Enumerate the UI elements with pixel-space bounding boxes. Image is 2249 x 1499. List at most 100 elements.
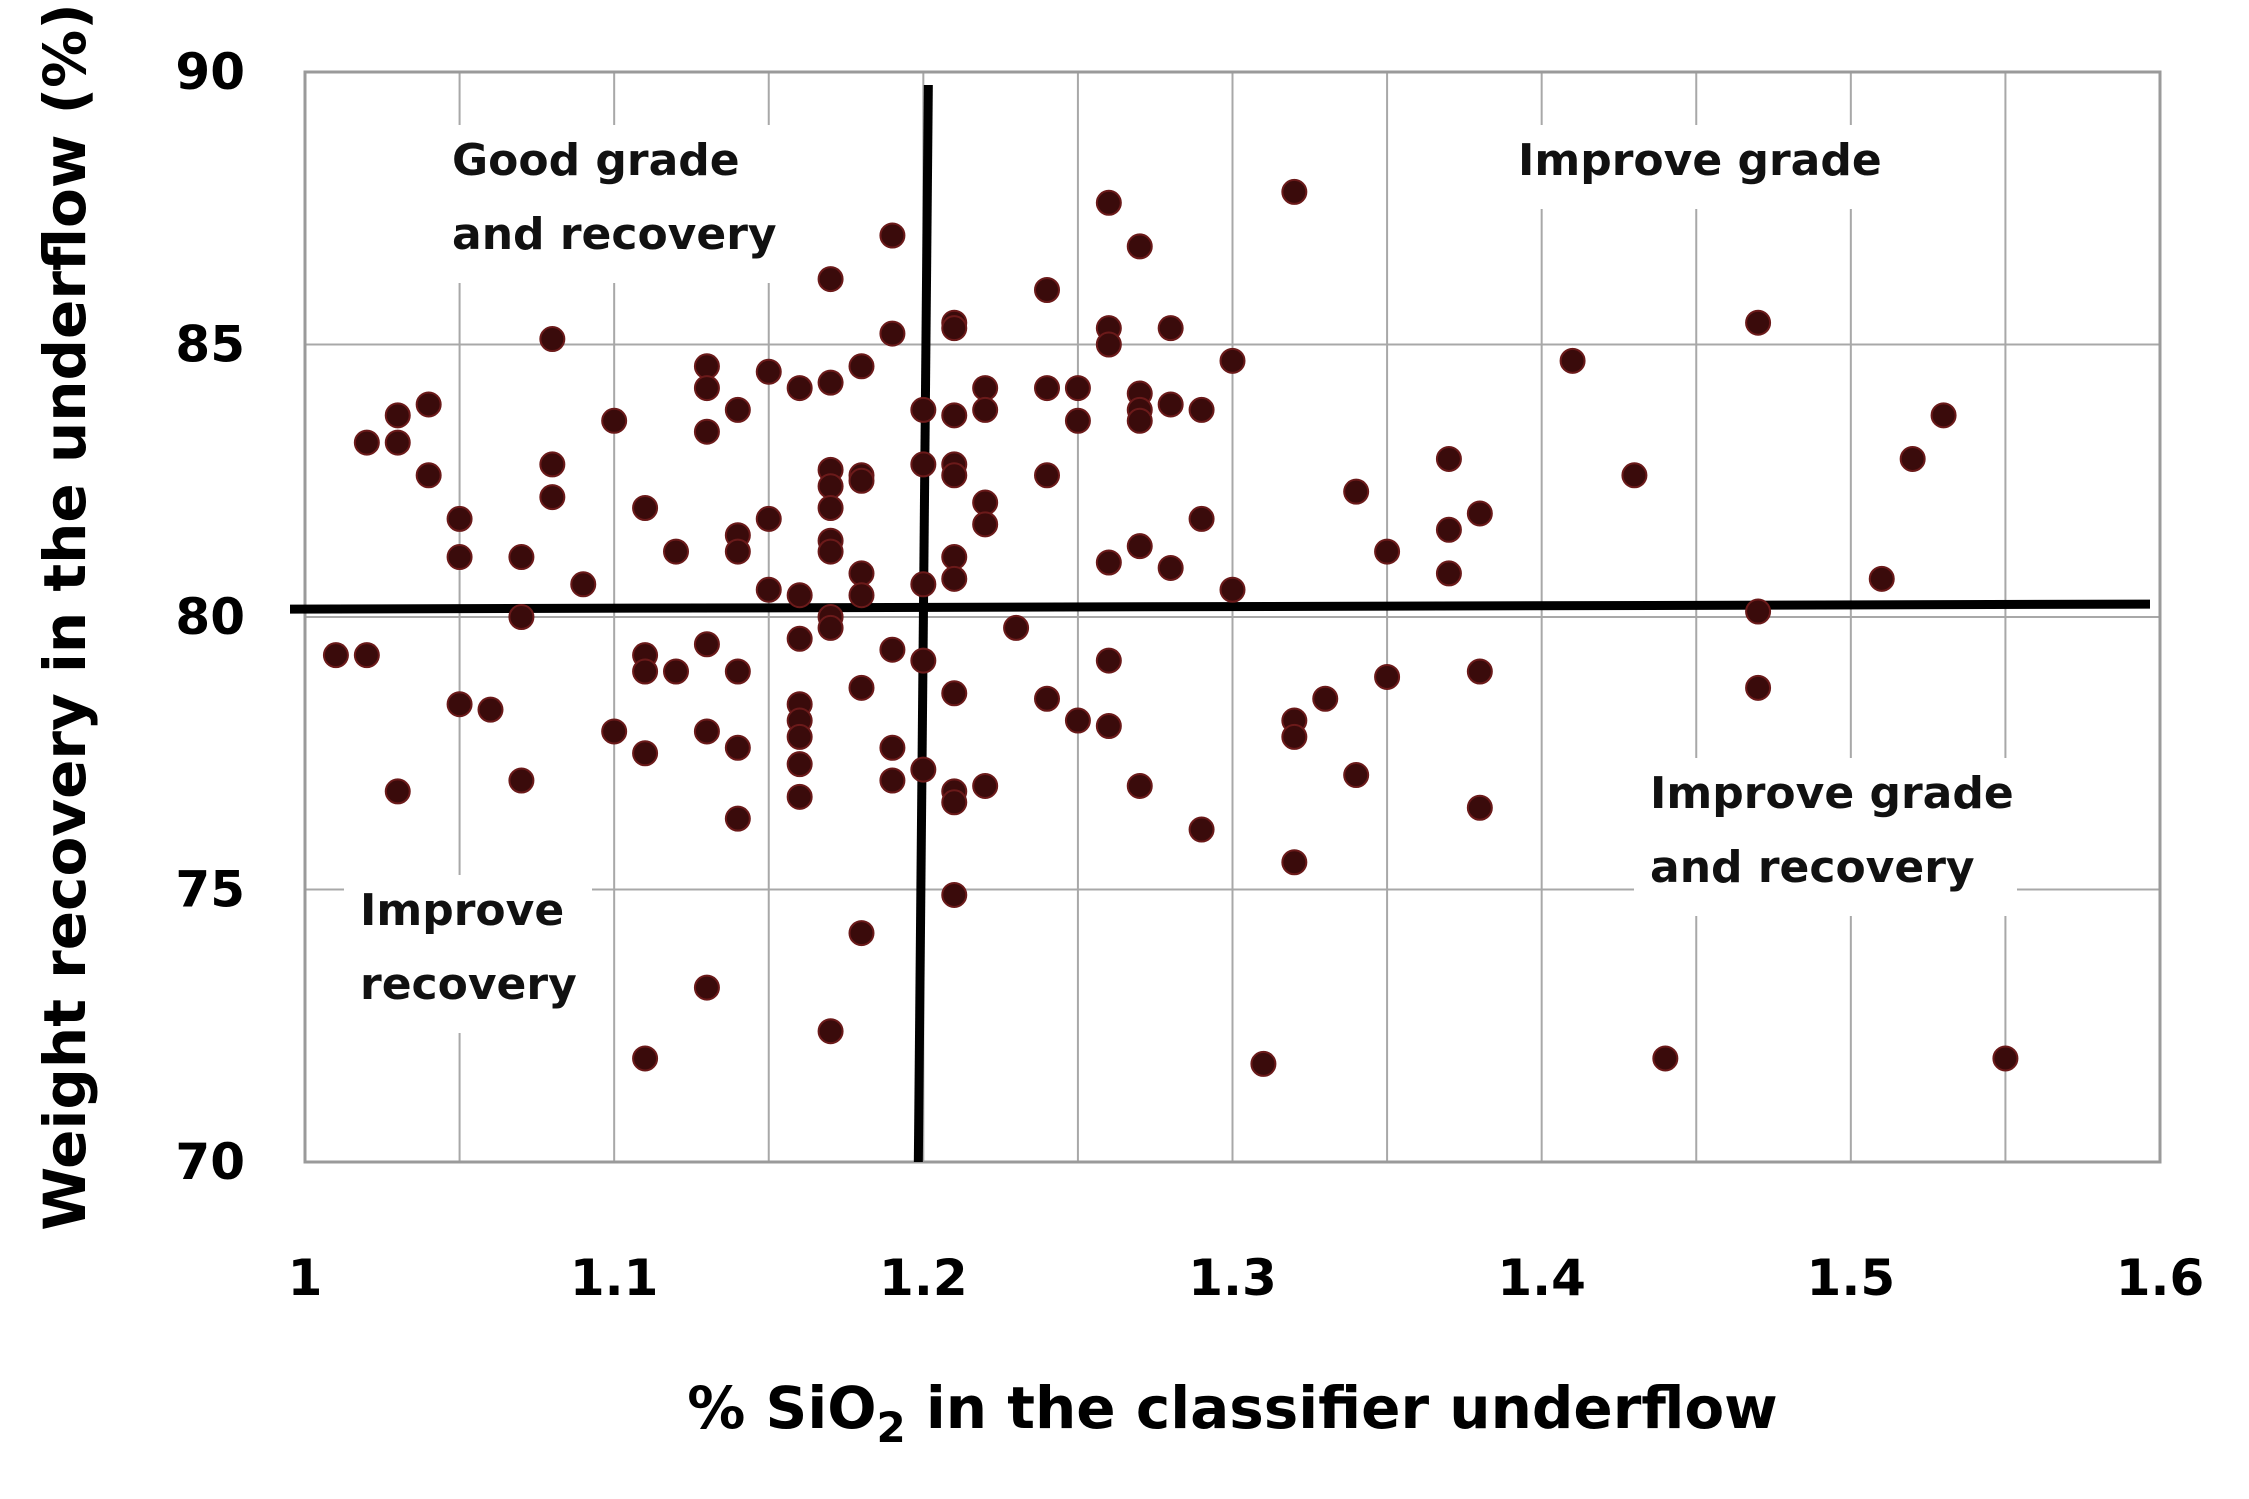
data-point [446,691,473,718]
data-point [322,642,349,669]
data-point [1435,445,1462,472]
data-point [1559,347,1586,374]
data-point [848,674,875,701]
data-point [724,805,751,832]
data-point [941,881,968,908]
data-point [384,429,411,456]
data-point [755,576,782,603]
data-point [848,560,875,587]
data-point [1188,396,1215,423]
data-point [1374,538,1401,565]
x-axis-title-subscript: 2 [877,1403,906,1452]
data-point [724,734,751,761]
data-point [817,473,844,500]
data-point [1435,516,1462,543]
data-point [879,636,906,663]
data-point [1281,178,1308,205]
data-point [601,718,628,745]
data-point [817,266,844,293]
data-point [693,631,720,658]
quadrant-label-top-left: and recovery [452,209,777,260]
data-point [1466,794,1493,821]
data-point [724,396,751,423]
data-point [1745,598,1772,625]
data-point [1034,462,1060,489]
data-point [786,751,813,778]
data-point [1095,549,1122,576]
x-axis-title-part1: % SiO [687,1374,876,1442]
data-point [632,740,659,767]
data-point [446,544,473,571]
data-point [1034,277,1060,303]
data-point [879,222,906,249]
data-point [693,353,720,380]
data-point [508,604,535,630]
data-point [1219,347,1246,374]
data-point [1281,723,1308,750]
quadrant-label-bottom-right: Improve grade [1650,768,2014,819]
data-point [415,391,442,418]
data-point [508,767,535,794]
data-point [910,451,937,478]
data-point [1466,500,1493,527]
data-point [1281,849,1308,876]
quadrant-label-bottom-right: and recovery [1650,842,1975,893]
data-point [941,565,968,592]
x-tick-label: 1.1 [570,1249,659,1307]
quadrant-label-background [344,875,592,1033]
data-point [910,571,937,598]
data-point [1126,533,1153,560]
data-point [384,402,411,429]
data-point [1312,685,1339,712]
data-point [941,544,968,571]
data-point [972,396,999,423]
data-point [693,718,720,745]
x-tick-label: 1.4 [1497,1249,1586,1307]
data-point [1188,816,1215,843]
data-point [663,658,689,685]
data-point [879,320,906,347]
data-point [1435,560,1462,587]
data-point [941,462,968,489]
y-tick-label: 70 [175,1133,245,1191]
data-point [1899,445,1926,472]
data-point [1126,772,1153,799]
data-point [1095,713,1122,739]
data-point [786,625,813,652]
data-point [1126,407,1153,434]
y-axis-title: Weight recovery in the underflow (%) [31,3,99,1230]
data-point [632,658,659,685]
quadrant-label-top-left: Good grade [452,135,740,186]
data-points [322,178,2019,1077]
data-point [415,462,442,489]
data-point [755,358,782,385]
data-point [1188,505,1215,532]
data-point [786,582,813,609]
data-point [1157,315,1184,342]
data-point [1126,233,1153,260]
data-point [693,418,720,445]
x-tick-label: 1.3 [1188,1249,1277,1307]
x-tick-label: 1 [288,1249,323,1307]
data-point [1034,685,1060,712]
plot-area-frame [303,70,2162,1164]
data-point [755,505,782,532]
data-point [1034,375,1060,402]
data-point [910,396,937,423]
quadrant-labels: Good grade and recovery Improve grade Impro… [344,125,2017,1033]
data-point [879,734,906,761]
data-point [817,1018,844,1045]
data-point [1652,1045,1679,1072]
data-point [1095,647,1122,674]
data-point [353,642,380,669]
data-point [972,511,999,538]
data-point [508,544,535,571]
data-point [1250,1050,1277,1077]
data-point [1745,309,1772,336]
data-point [817,495,844,521]
data-point [786,375,813,402]
data-point [632,495,659,521]
data-point [1621,462,1648,489]
data-point [817,369,844,396]
